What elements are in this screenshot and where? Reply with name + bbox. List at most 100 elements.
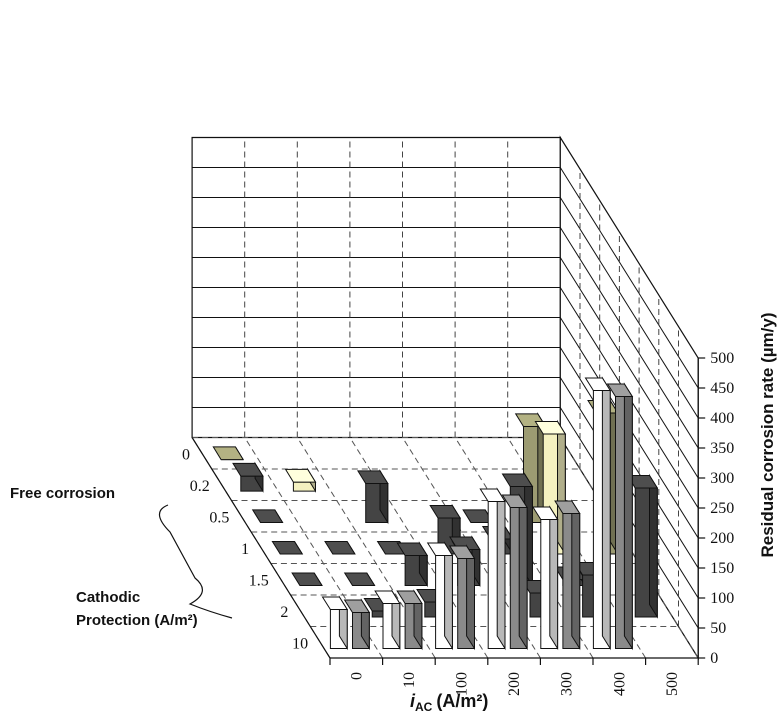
depth-tick-label: 0.5 — [209, 509, 229, 526]
chart-walls — [191, 135, 699, 661]
x-tick-label: 100 — [454, 672, 471, 696]
bar-0-10-0 — [374, 589, 401, 651]
bar-top — [426, 542, 454, 556]
bar-side — [601, 376, 611, 651]
bar-side — [649, 473, 658, 619]
z-tick-label: 500 — [710, 350, 734, 367]
bar-1.5-0 — [251, 509, 284, 523]
depth-tick-label: 10 — [292, 635, 308, 652]
bar-0-100-0 — [426, 541, 454, 651]
z-tick-label: 100 — [710, 590, 734, 607]
bar-top — [251, 509, 284, 523]
bar-top — [396, 590, 423, 604]
bar-top — [429, 505, 462, 519]
bar-top — [284, 468, 317, 483]
bar-top — [232, 462, 264, 477]
bar-0-200-1 — [501, 493, 529, 651]
side-wall-gridline — [559, 197, 699, 419]
bar-top — [448, 545, 476, 559]
bar-top — [324, 541, 356, 555]
bar-top — [606, 383, 634, 397]
bar-2-0 — [232, 461, 264, 493]
z-tick-label: 150 — [710, 560, 734, 577]
depth-tick-label: 1 — [241, 541, 249, 558]
depth-tick-label: 2 — [280, 604, 288, 621]
z-axis: 0 50 100 150 200 250 300 350 400 450 500 — [697, 350, 734, 667]
depth-axis-line — [191, 437, 331, 659]
z-tick-label: 50 — [710, 620, 726, 637]
z-tick-label: 350 — [710, 440, 734, 457]
bar-1-0 — [271, 541, 304, 555]
cathodic-label: Cathodic — [76, 589, 140, 606]
bar-side — [549, 505, 559, 651]
bar-top — [462, 509, 494, 523]
z-tick-label: 0 — [710, 650, 718, 667]
z-tick-label: 250 — [710, 500, 734, 517]
bar-2-10 — [284, 467, 317, 493]
bar-1.5-100 — [357, 469, 389, 525]
depth-tick-label: 1.5 — [249, 572, 269, 589]
bar-1.5-300 — [462, 509, 494, 523]
bar-0.5-10 — [343, 572, 376, 586]
bar-top — [357, 470, 389, 484]
bar-10-0 — [212, 446, 245, 461]
bar-top — [396, 542, 429, 556]
bar-top — [534, 421, 567, 435]
bar-0-200-0 — [479, 487, 506, 651]
free-corrosion-label: Free corrosion — [10, 485, 115, 502]
bar-side — [466, 544, 475, 651]
bar-side — [496, 487, 506, 651]
bar-top — [531, 506, 559, 520]
x-tick-label: 400 — [611, 672, 628, 696]
bar-1-10 — [324, 541, 356, 555]
x-axis-title-sub: AC — [415, 700, 433, 713]
bar-top — [501, 494, 529, 508]
bar-0.5-0 — [291, 572, 323, 586]
depth-axis: 00.2 0.5 11.5 210 — [182, 437, 331, 659]
bar-side — [623, 382, 633, 651]
bar-top — [271, 541, 304, 555]
side-wall-gridline — [559, 167, 699, 389]
bar-0-300-0 — [531, 505, 559, 651]
cathodic-protection-label: Protection (A/m²) — [76, 612, 198, 629]
depth-tick-label: 0 — [182, 446, 190, 463]
bar-0-100-1 — [448, 544, 476, 651]
x-tick-label: 10 — [401, 672, 418, 688]
z-tick-label: 450 — [710, 380, 734, 397]
bar-0-10-1 — [396, 589, 423, 651]
x-axis-title: iAC (A/m²) — [410, 691, 488, 713]
bar-top — [321, 596, 349, 610]
side-wall-gridline — [559, 227, 699, 449]
depth-tick-label: 0.2 — [190, 478, 210, 495]
z-tick-label: 300 — [710, 470, 734, 487]
bar-top — [501, 473, 534, 487]
bar-top — [554, 500, 581, 514]
bar-top — [479, 488, 506, 502]
bar-0-400-0 — [584, 376, 612, 651]
x-tick-label: 200 — [506, 672, 523, 696]
z-tick-label: 400 — [710, 410, 734, 427]
x-tick-label: 300 — [559, 672, 576, 696]
z-tick-label: 200 — [710, 530, 734, 547]
x-axis: 0 10 100 200 300 400 500 — [329, 657, 699, 696]
bar-top — [374, 590, 401, 604]
bar-top — [584, 377, 612, 391]
bar-side — [444, 541, 453, 651]
bar-top — [343, 599, 371, 613]
bar-top — [291, 572, 323, 586]
chart-bars — [212, 376, 659, 651]
bar-0.5-100 — [396, 541, 429, 588]
bar-top — [343, 572, 376, 586]
bar-0-0-1 — [343, 598, 371, 651]
x-tick-label: 500 — [664, 672, 681, 696]
side-wall-gridline — [559, 257, 699, 479]
bar-0-400-1 — [606, 382, 634, 651]
bar-0-300-1 — [554, 499, 581, 651]
bar-0.2-500 — [626, 473, 659, 619]
bar-top — [212, 446, 245, 461]
x-axis-title-main: i — [410, 691, 416, 711]
bar-side — [518, 493, 528, 651]
bar-side — [571, 499, 581, 651]
z-axis-title: Residual corrosion rate (µm/y) — [758, 312, 777, 557]
